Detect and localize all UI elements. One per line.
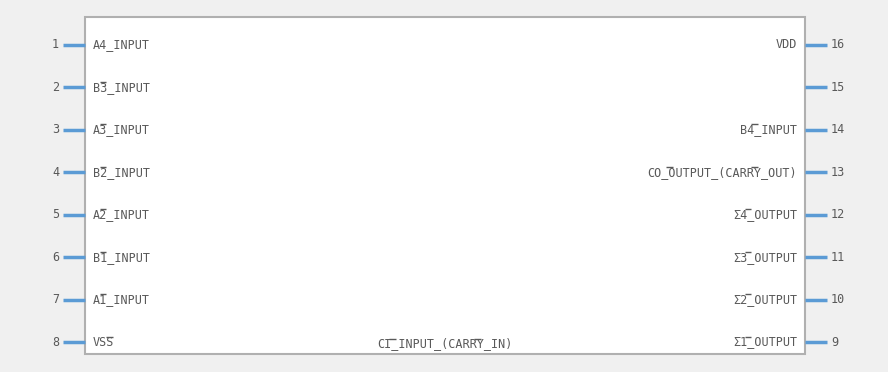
- Text: 15: 15: [831, 81, 845, 94]
- Text: Σ4_OUTPUT: Σ4_OUTPUT: [733, 208, 797, 221]
- Text: 12: 12: [831, 208, 845, 221]
- Text: B2_INPUT: B2_INPUT: [93, 166, 150, 179]
- Text: Σ3_OUTPUT: Σ3_OUTPUT: [733, 251, 797, 264]
- Text: 6: 6: [52, 251, 59, 264]
- Text: CI_INPUT_(CARRY_IN): CI_INPUT_(CARRY_IN): [377, 337, 512, 350]
- Text: Σ1_OUTPUT: Σ1_OUTPUT: [733, 336, 797, 349]
- Text: VSS: VSS: [93, 336, 115, 349]
- Text: 9: 9: [831, 336, 838, 349]
- Text: A1_INPUT: A1_INPUT: [93, 293, 150, 306]
- Text: CO_OUTPUT_(CARRY_OUT): CO_OUTPUT_(CARRY_OUT): [647, 166, 797, 179]
- Text: A2_INPUT: A2_INPUT: [93, 208, 150, 221]
- Text: B4_INPUT: B4_INPUT: [740, 124, 797, 137]
- Text: 1: 1: [52, 38, 59, 51]
- Text: Σ2_OUTPUT: Σ2_OUTPUT: [733, 293, 797, 306]
- Text: 13: 13: [831, 166, 845, 179]
- Text: B1_INPUT: B1_INPUT: [93, 251, 150, 264]
- Text: 2: 2: [52, 81, 59, 94]
- Text: 11: 11: [831, 251, 845, 264]
- Text: 5: 5: [52, 208, 59, 221]
- Text: 16: 16: [831, 38, 845, 51]
- Text: VDD: VDD: [775, 38, 797, 51]
- Text: B3_INPUT: B3_INPUT: [93, 81, 150, 94]
- Text: 10: 10: [831, 293, 845, 306]
- Text: 7: 7: [52, 293, 59, 306]
- Text: A4_INPUT: A4_INPUT: [93, 38, 150, 51]
- Text: A3_INPUT: A3_INPUT: [93, 124, 150, 137]
- Text: 14: 14: [831, 124, 845, 137]
- Text: 8: 8: [52, 336, 59, 349]
- Text: 4: 4: [52, 166, 59, 179]
- Bar: [85, 17, 805, 354]
- Text: 3: 3: [52, 124, 59, 137]
